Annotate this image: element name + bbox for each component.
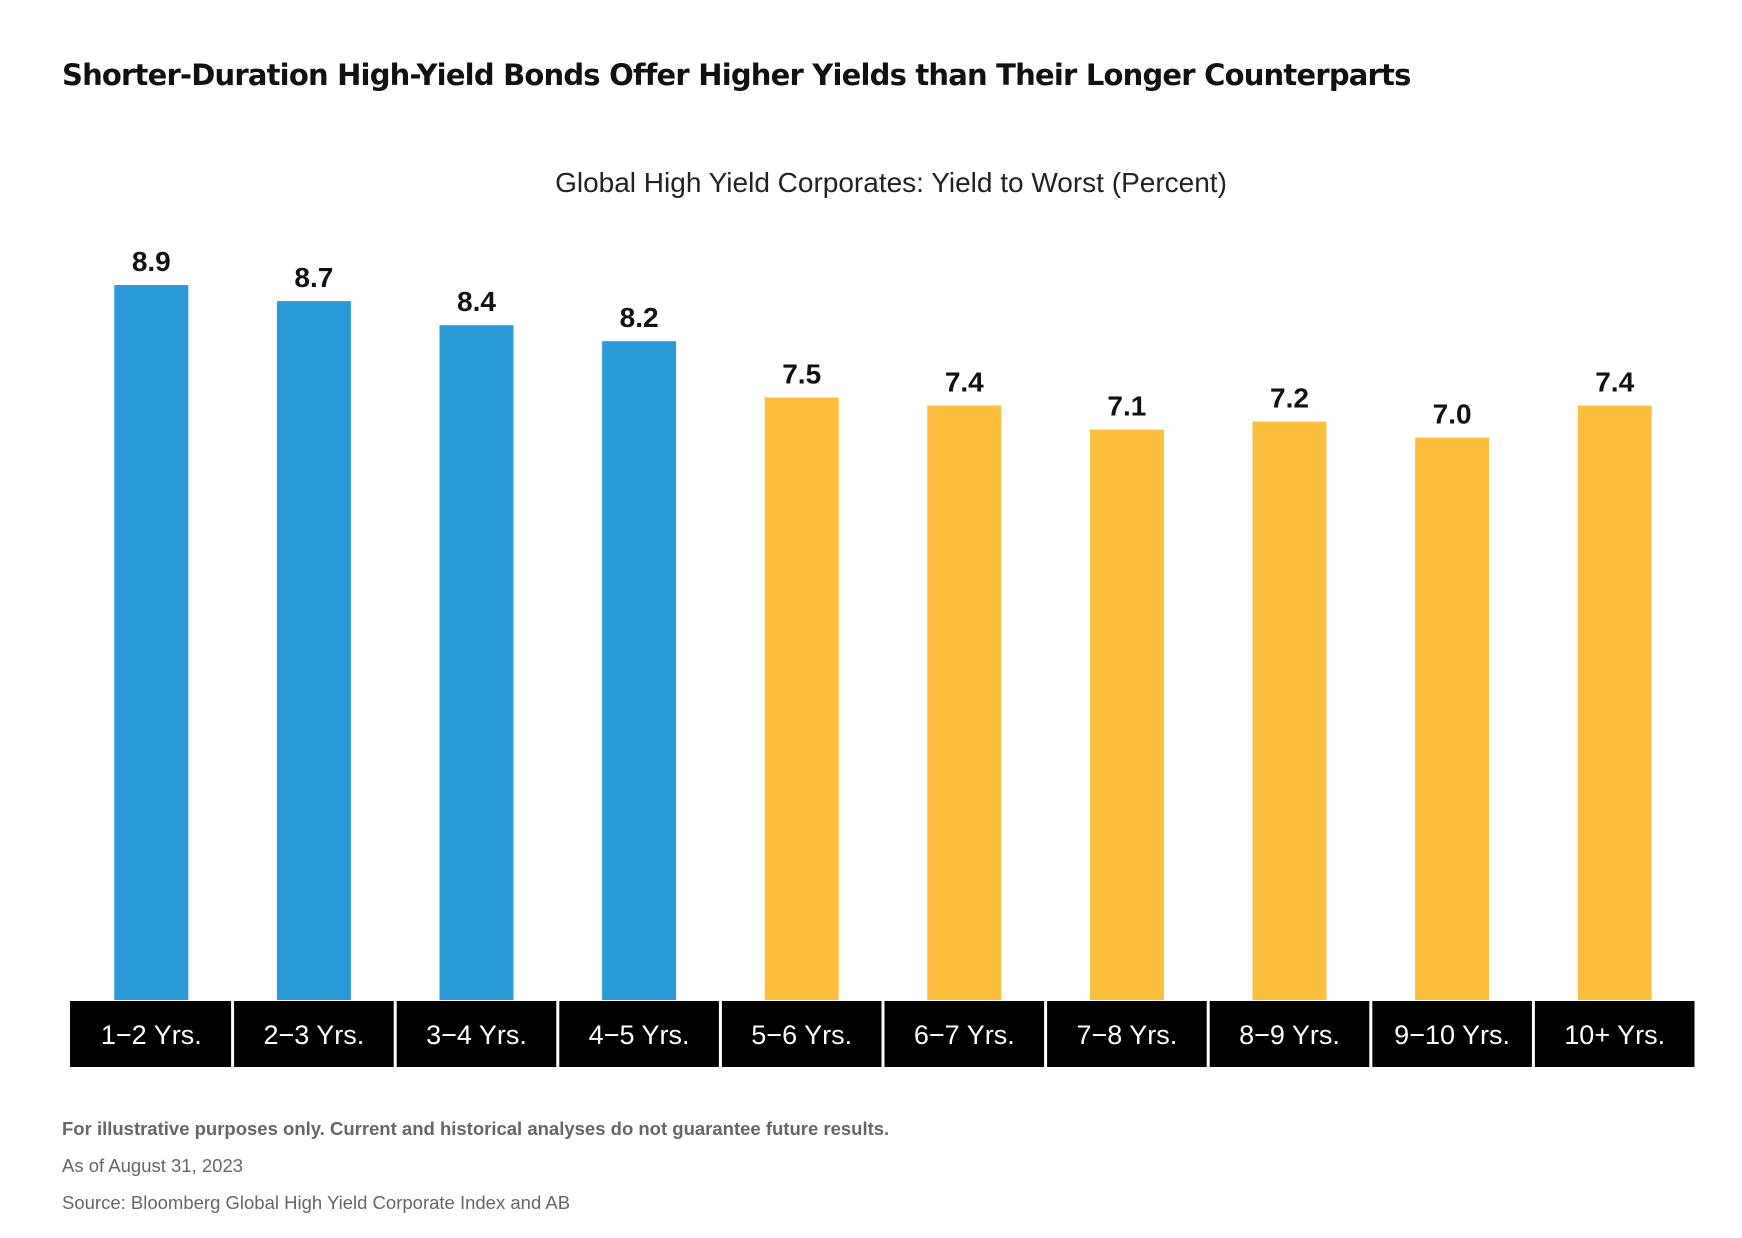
value-labels-layer: 8.9 8.7 8.4 8.2 7.5 7.4 7.1 7.2 7.0 7.4: [132, 246, 1635, 430]
category-cell-10plus-yrs: [1534, 1001, 1695, 1067]
category-label-9-10-yrs: 9−10 Yrs.: [1394, 1020, 1510, 1050]
category-cell-2-3-yrs: [234, 1001, 394, 1067]
category-cell-9-10-yrs: [1372, 1001, 1532, 1067]
bar-8-9-yrs: [1252, 421, 1327, 1001]
category-label-10plus-yrs: 10+ Yrs.: [1564, 1020, 1665, 1050]
category-label-4-5-yrs: 4−5 Yrs.: [589, 1020, 690, 1050]
category-label-8-9-yrs: 8−9 Yrs.: [1239, 1020, 1340, 1050]
category-label-6-7-yrs: 6−7 Yrs.: [914, 1020, 1015, 1050]
category-cell-1-2-yrs: [70, 1001, 232, 1067]
chart-subtitle: Global High Yield Corporates: Yield to W…: [555, 167, 1227, 198]
category-cell-6-7-yrs: [884, 1001, 1045, 1067]
bars-layer: [114, 285, 1652, 1001]
category-band: 1−2 Yrs. 2−3 Yrs. 3−4 Yrs. 4−5 Yrs. 5−6 Yrs.…: [70, 1001, 1695, 1067]
value-label-5-6-yrs: 7.5: [782, 359, 821, 390]
value-label-2-3-yrs: 8.7: [294, 262, 333, 293]
value-label-10plus-yrs: 7.4: [1595, 367, 1634, 398]
category-label-1-2-yrs: 1−2 Yrs.: [101, 1020, 202, 1050]
value-label-3-4-yrs: 8.4: [457, 286, 496, 317]
bar-4-5-yrs: [602, 341, 677, 1000]
value-label-8-9-yrs: 7.2: [1270, 383, 1309, 414]
category-cell-4-5-yrs: [559, 1001, 719, 1067]
bar-9-10-yrs: [1415, 437, 1490, 1001]
bar-10plus-yrs: [1577, 405, 1652, 1000]
category-label-3-4-yrs: 3−4 Yrs.: [426, 1020, 527, 1050]
value-label-7-8-yrs: 7.1: [1107, 391, 1146, 422]
value-label-1-2-yrs: 8.9: [132, 246, 171, 277]
bar-5-6-yrs: [764, 397, 839, 1000]
category-label-5-6-yrs: 5−6 Yrs.: [751, 1020, 852, 1050]
bar-7-8-yrs: [1089, 429, 1164, 1001]
source-note: Source: Bloomberg Global High Yield Corp…: [62, 1192, 571, 1213]
category-label-2-3-yrs: 2−3 Yrs.: [263, 1020, 364, 1050]
category-cell-7-8-yrs: [1047, 1001, 1207, 1067]
value-label-9-10-yrs: 7.0: [1433, 399, 1472, 430]
as-of-date: As of August 31, 2023: [62, 1155, 244, 1176]
bar-3-4-yrs: [439, 325, 514, 1000]
value-label-4-5-yrs: 8.2: [620, 302, 659, 333]
bar-1-2-yrs: [114, 285, 189, 1000]
category-cell-8-9-yrs: [1209, 1001, 1370, 1067]
value-label-6-7-yrs: 7.4: [945, 367, 984, 398]
category-label-7-8-yrs: 7−8 Yrs.: [1076, 1020, 1177, 1050]
category-cell-5-6-yrs: [721, 1001, 882, 1067]
chart-title: Shorter-Duration High-Yield Bonds Offer …: [62, 58, 1411, 92]
bar-6-7-yrs: [927, 405, 1002, 1000]
disclaimer-note: For illustrative purposes only. Current …: [62, 1118, 890, 1139]
bar-2-3-yrs: [276, 301, 351, 1001]
category-cell-3-4-yrs: [396, 1001, 557, 1067]
